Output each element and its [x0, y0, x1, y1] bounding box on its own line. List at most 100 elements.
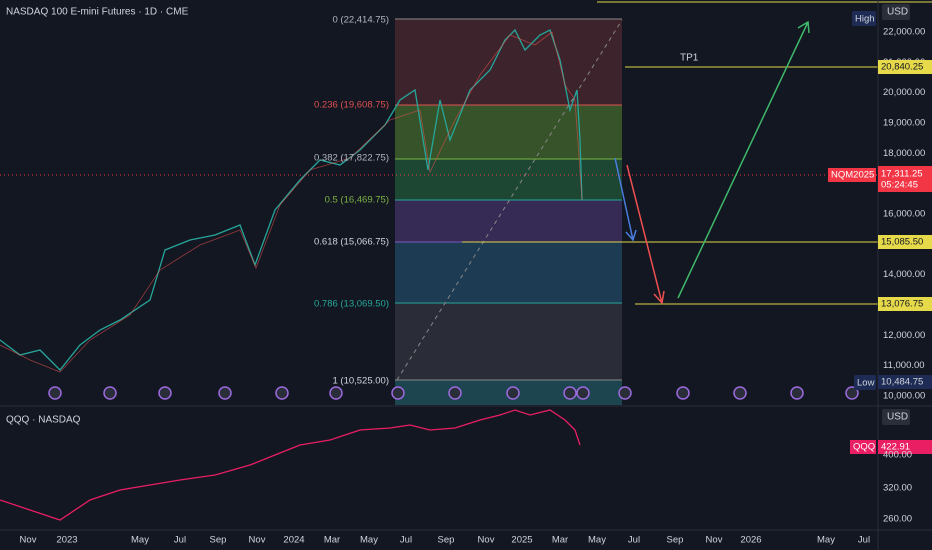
zone [395, 200, 622, 242]
price-tick: 20,000.00 [883, 87, 925, 98]
time-tick: May [131, 535, 149, 546]
symbol-box [828, 168, 876, 182]
price-series [0, 28, 583, 371]
tp1-price: 20,840.25 [881, 62, 923, 73]
price-tick: 22,000.00 [883, 27, 925, 38]
level2-box [878, 297, 932, 311]
time-tick: Jul [628, 535, 640, 546]
zone [395, 303, 622, 380]
last-price-box [878, 166, 932, 192]
countdown: 05:24:45 [881, 180, 918, 191]
event-icon[interactable] [158, 386, 172, 400]
time-tick: May [817, 535, 835, 546]
event-icon[interactable] [329, 386, 343, 400]
qqq-tick: 320.00 [883, 483, 912, 494]
price-tick: 12,000.00 [883, 330, 925, 341]
level1-box [878, 235, 932, 249]
event-icon[interactable] [275, 386, 289, 400]
currency[interactable]: USD [887, 7, 908, 18]
event-icons [48, 386, 859, 400]
time-tick: 2024 [283, 535, 304, 546]
high-label: High [855, 14, 875, 25]
price-tick: 18,000.00 [883, 148, 925, 159]
fib-label: 0.5 (16,469.75) [325, 195, 389, 206]
time-tick: Mar [324, 535, 340, 546]
level2: 13,076.75 [881, 299, 923, 310]
level-lines [462, 1, 932, 305]
time-tick: Sep [210, 535, 227, 546]
price-tick: 19,000.00 [883, 118, 925, 129]
zone [395, 105, 622, 159]
fib-label: 0.236 (19,608.75) [314, 100, 389, 111]
lower-currency[interactable]: USD [887, 412, 908, 423]
price-series-down [0, 31, 583, 373]
time-tick: May [588, 535, 606, 546]
chart-title: NASDAQ 100 E-mini Futures · 1D · CME [6, 7, 189, 18]
price-tick: 14,000.00 [883, 269, 925, 280]
event-icon[interactable] [845, 386, 859, 400]
qqq-price-box [878, 440, 932, 454]
price-tick: 10,000.00 [883, 390, 925, 401]
event-icon[interactable] [618, 386, 632, 400]
time-tick: Sep [667, 535, 684, 546]
low-label: Low [857, 378, 875, 389]
trend-line [396, 19, 623, 381]
fib-label: 0 (22,414.75) [332, 15, 389, 26]
zone [395, 19, 622, 105]
time-tick: Sep [438, 535, 455, 546]
qqq-tick: 260.00 [883, 514, 912, 525]
time-tick: Jul [174, 535, 186, 546]
time-tick: Nov [706, 535, 723, 546]
fib-labels: 0 (22,414.75) 0.236 (19,608.75) 0.382 (17,… [314, 15, 389, 387]
fib-label: 0.618 (15,066.75) [314, 237, 389, 248]
event-icon[interactable] [391, 386, 405, 400]
event-icon[interactable] [506, 386, 520, 400]
event-icon[interactable] [576, 386, 590, 400]
price-tick: 11,000.00 [883, 360, 925, 371]
event-icon[interactable] [790, 386, 804, 400]
qqq-symbol-box [850, 440, 876, 454]
level1: 15,085.50 [881, 237, 923, 248]
fib-label: 1 (10,525.00) [332, 376, 389, 387]
time-tick: May [360, 535, 378, 546]
qqq-series [0, 409, 581, 521]
symbol: NQM2025 [831, 170, 874, 181]
time-tick: 2025 [511, 535, 532, 546]
event-icon[interactable] [563, 386, 577, 400]
currency-box[interactable] [882, 4, 910, 20]
arrows [614, 20, 810, 305]
time-axis: Nov 2023 May Jul Sep Nov 2024 Mar May Jul Sep Nov 20… [20, 535, 871, 546]
event-icon[interactable] [676, 386, 690, 400]
low-box [854, 375, 876, 390]
event-icon[interactable] [48, 386, 62, 400]
time-tick: Mar [552, 535, 568, 546]
qqq-tick: 400.00 [883, 450, 912, 461]
event-icon[interactable] [733, 386, 747, 400]
price-tick: 16,000.00 [883, 208, 925, 219]
low-price-box [878, 375, 932, 389]
tp1-label: TP1 [680, 53, 699, 64]
fib-label: 0.786 (13,069.50) [314, 299, 389, 310]
qqq-price: 422.91 [881, 442, 910, 453]
lower-title: QQQ · NASDAQ [6, 415, 81, 426]
low-price: 10,484.75 [881, 377, 923, 388]
zone [395, 242, 622, 303]
lower-currency-box[interactable] [882, 409, 910, 425]
event-icon[interactable] [218, 386, 232, 400]
lower-axis: 400.00 320.00 260.00 [883, 450, 912, 525]
time-tick: Nov [20, 535, 37, 546]
event-icon[interactable] [448, 386, 462, 400]
qqq-symbol: QQQ [853, 442, 875, 453]
tp1-price-box [878, 60, 932, 74]
time-tick: Nov [478, 535, 495, 546]
time-tick: 2026 [740, 535, 761, 546]
event-icon[interactable] [103, 386, 117, 400]
last-price: 17,311.25 [881, 169, 923, 180]
fib-label: 0.382 (17,822.75) [314, 153, 389, 164]
time-tick: 2023 [56, 535, 77, 546]
time-tick: Jul [400, 535, 412, 546]
fib-zones [395, 18, 623, 405]
time-tick: Jul [858, 535, 870, 546]
high-box [852, 11, 876, 26]
